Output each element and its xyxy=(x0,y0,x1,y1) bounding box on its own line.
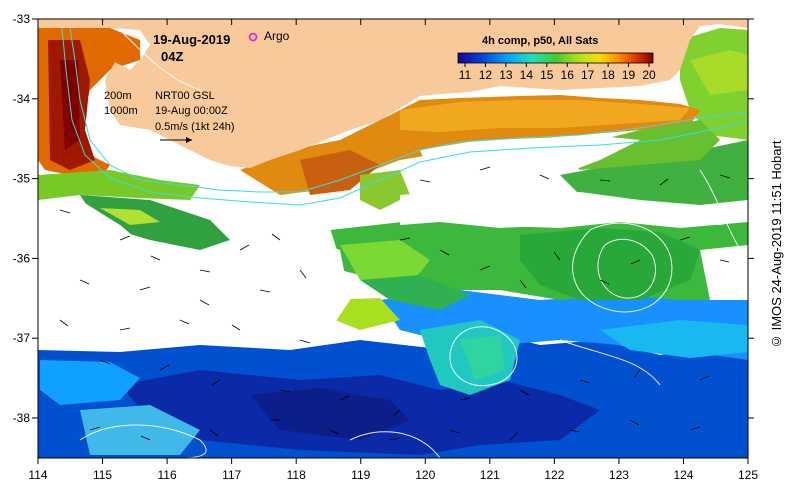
y-tick-label: -33 xyxy=(13,12,31,26)
x-tick-label: 123 xyxy=(609,468,629,482)
y-tick-label: -36 xyxy=(13,251,31,265)
colorbar-tick-label: 17 xyxy=(581,68,595,82)
argo-marker xyxy=(248,32,258,42)
colorbar-ticks: 11 12 13 14 15 16 17 18 19 20 xyxy=(459,63,656,82)
y-tick-label: -35 xyxy=(13,172,31,186)
sea-level-label: NRT00 GSL xyxy=(155,90,215,102)
x-tick-label: 122 xyxy=(544,468,564,482)
colorbar xyxy=(457,52,654,64)
x-tick-label: 116 xyxy=(158,468,177,482)
sea-level-time: 19-Aug 00:00Z xyxy=(155,105,228,117)
map-time: 04Z xyxy=(161,49,183,64)
colorbar-tick-label: 11 xyxy=(459,68,472,82)
current-vectors xyxy=(59,166,731,441)
x-tick-label: 125 xyxy=(738,468,758,482)
x-tick-label: 120 xyxy=(415,468,435,482)
sst-swaths xyxy=(38,28,748,458)
colorbar-tick-label: 14 xyxy=(520,68,534,82)
isobath-200m-label: 200m xyxy=(104,90,132,102)
argo-label: Argo xyxy=(264,29,290,43)
composite-label: 4h comp, p50, All Sats xyxy=(482,35,598,47)
x-tick-label: 117 xyxy=(222,468,241,482)
colorbar-tick-label: 12 xyxy=(479,68,493,82)
plot-frame xyxy=(37,18,749,459)
colorbar-tick-label: 18 xyxy=(601,68,615,82)
credit-line: © IMOS 24-Aug-2019 11:51 Hobart xyxy=(769,140,784,350)
colorbar-tick-label: 20 xyxy=(642,68,656,82)
y-axis: -33 -34 -35 -36 -37 -38 xyxy=(13,12,754,425)
map-date: 19-Aug-2019 xyxy=(153,32,230,47)
y-tick-label: -34 xyxy=(13,92,31,106)
x-axis: 114 115 116 117 118 119 120 121 122 123 124 125 xyxy=(28,19,758,482)
sea-level-contours xyxy=(79,29,748,458)
x-tick-label: 124 xyxy=(673,468,693,482)
velocity-scale-label: 0.5m/s (1kt 24h) xyxy=(155,121,234,133)
x-tick-label: 121 xyxy=(480,468,500,482)
cloud-mask xyxy=(38,136,748,350)
x-tick-label: 118 xyxy=(287,468,306,482)
colorbar-tick-label: 19 xyxy=(622,68,636,82)
colorbar-tick-label: 15 xyxy=(540,68,554,82)
y-tick-label: -37 xyxy=(13,331,31,345)
x-tick-label: 119 xyxy=(351,468,370,482)
isobaths xyxy=(61,27,748,206)
y-tick-label: -38 xyxy=(13,411,31,425)
x-tick-label: 115 xyxy=(93,468,112,482)
isobath-1000m-label: 1000m xyxy=(104,105,138,117)
colorbar-tick-label: 16 xyxy=(561,68,575,82)
colorbar-tick-label: 13 xyxy=(499,68,513,82)
plot-area xyxy=(38,19,748,458)
velocity-scale-arrow xyxy=(160,137,192,143)
x-tick-label: 114 xyxy=(28,468,47,482)
